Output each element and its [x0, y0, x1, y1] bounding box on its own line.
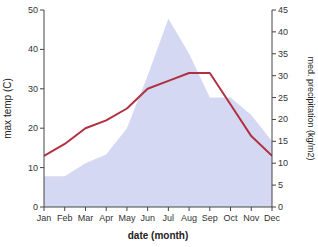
y2-tick	[272, 53, 276, 54]
x-tick	[168, 207, 169, 211]
plot-area	[44, 19, 272, 207]
y2-tick-label: 0	[278, 202, 283, 212]
x-tick	[147, 207, 148, 211]
y-axis-label: max temp (C)	[2, 78, 13, 139]
y2-axis-label: med. precipitation (kg/m2)	[306, 56, 316, 160]
x-tick-label: Jul	[163, 213, 175, 223]
y-tick	[40, 128, 44, 129]
y-tick-label: 20	[28, 123, 38, 133]
x-tick	[272, 207, 273, 211]
x-tick	[64, 207, 65, 211]
y2-tick	[272, 207, 276, 208]
y2-tick-label: 25	[278, 93, 288, 103]
y2-tick-label: 45	[278, 5, 288, 15]
y-tick-label: 30	[28, 84, 38, 94]
x-tick-label: Jan	[37, 213, 52, 223]
chart: 0 10 20 30 40 50 0 5 10 15 20 25 30 35 40 45 Jan Feb Mar Ap…	[0, 0, 318, 247]
y2-tick	[272, 163, 276, 164]
y2-tick-label: 30	[278, 71, 288, 81]
x-tick-label: Dec	[264, 213, 281, 223]
x-axis-label: date (month)	[128, 230, 189, 241]
y2-tick	[272, 141, 276, 142]
y-tick-label: 40	[28, 44, 38, 54]
y-tick-label: 0	[33, 202, 38, 212]
x-tick-label: Nov	[243, 213, 260, 223]
x-tick-label: Sep	[202, 213, 218, 223]
y2-tick	[272, 185, 276, 186]
y2-tick-label: 40	[278, 27, 288, 37]
x-tick-label: May	[118, 213, 136, 223]
x-tick	[209, 207, 210, 211]
x-tick-label: Oct	[224, 213, 239, 223]
x-tick	[189, 207, 190, 211]
x-tick-label: Mar	[78, 213, 94, 223]
x-tick-label: Feb	[57, 213, 73, 223]
y2-tick	[272, 75, 276, 76]
y-tick	[40, 10, 44, 11]
x-tick	[230, 207, 231, 211]
x-tick-label: Apr	[99, 213, 113, 223]
x-tick	[85, 207, 86, 211]
y2-tick-label: 20	[278, 114, 288, 124]
y2-tick	[272, 31, 276, 32]
x-tick	[44, 207, 45, 211]
x-tick-label: Jun	[140, 213, 155, 223]
y2-tick	[272, 119, 276, 120]
y2-tick-label: 35	[278, 49, 288, 59]
y2-tick	[272, 10, 276, 11]
y-tick	[40, 207, 44, 208]
y2-tick	[272, 97, 276, 98]
y-tick	[40, 49, 44, 50]
y2-tick-label: 15	[278, 136, 288, 146]
x-tick	[251, 207, 252, 211]
precipitation-area	[44, 19, 272, 207]
y-tick-label: 50	[28, 5, 38, 15]
y2-tick-label: 5	[278, 180, 283, 190]
y-tick	[40, 167, 44, 168]
y2-tick-label: 10	[278, 158, 288, 168]
x-axis	[44, 207, 272, 208]
x-tick	[126, 207, 127, 211]
temperature-line	[44, 73, 272, 156]
y-axis	[44, 10, 45, 207]
y-tick	[40, 88, 44, 89]
y-tick-label: 10	[28, 163, 38, 173]
x-tick-label: Aug	[181, 213, 197, 223]
x-tick	[106, 207, 107, 211]
y2-axis	[272, 10, 273, 207]
